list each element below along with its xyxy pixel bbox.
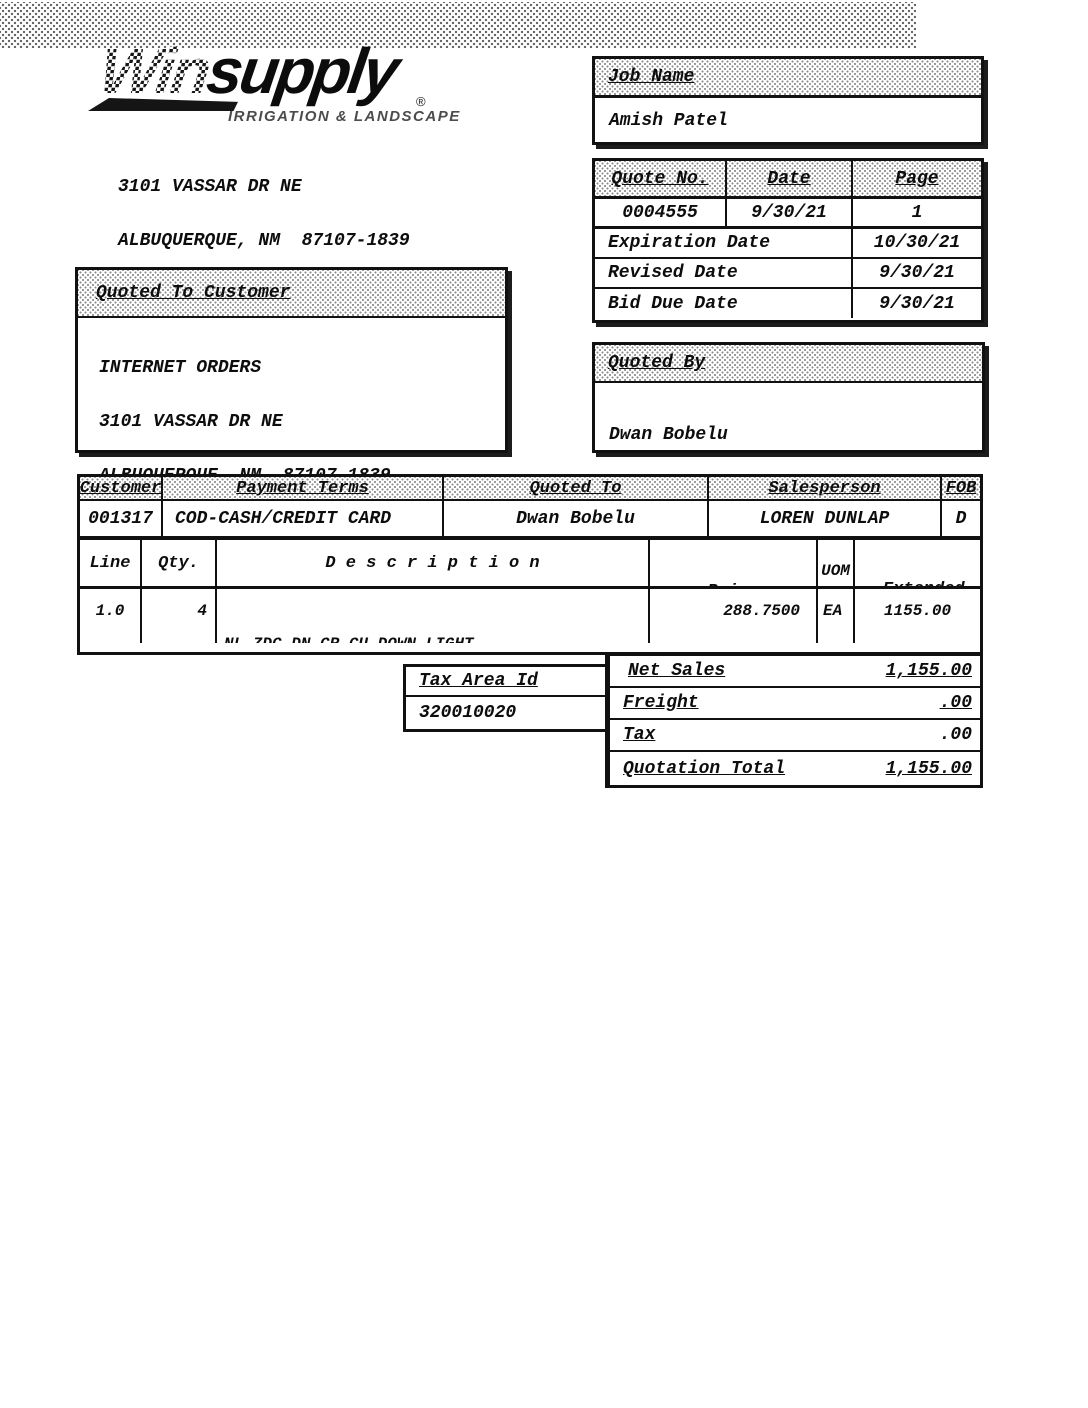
bid-due-date-value: 9/30/21 bbox=[879, 293, 955, 314]
page-value: 1 bbox=[911, 202, 923, 223]
date-header: Date bbox=[767, 168, 811, 189]
tax-value: .00 bbox=[939, 725, 972, 745]
unit-price-col-header: Unit Price bbox=[650, 540, 816, 586]
revised-date-label: Revised Date bbox=[608, 263, 738, 283]
logo-swoosh bbox=[88, 98, 238, 111]
customer-header: Customer bbox=[80, 478, 162, 498]
winsupply-logo: Winsupply ® IRRIGATION & LANDSCAPE bbox=[88, 35, 459, 142]
quotation-total-label: Quotation Total bbox=[623, 758, 786, 779]
quote-no-value: 0004555 bbox=[622, 202, 698, 223]
top-halftone-band bbox=[0, 2, 916, 48]
page-header: Page bbox=[895, 168, 939, 189]
order-table: Customer Payment Terms Quoted To Salespe… bbox=[77, 474, 983, 655]
logo-tagline: IRRIGATION & LANDSCAPE bbox=[228, 108, 461, 125]
fob-header: FOB bbox=[945, 478, 977, 498]
totals-box: Net Sales 1,155.00 Freight .00 Tax .00 Q… bbox=[605, 653, 983, 788]
table-row: 1.0 4 NL-ZDC-DN-CR-CU DOWN LIGHT *003490… bbox=[80, 589, 980, 643]
quoted-to-value: Dwan Bobelu bbox=[516, 508, 635, 529]
job-name-value: Amish Patel bbox=[609, 111, 728, 131]
extended-price-cell: 1155.00 bbox=[883, 602, 952, 620]
uom-cell: EA bbox=[823, 602, 843, 620]
quoted-by-box: Quoted By Dwan Bobelu dkbobelu@winsupply… bbox=[592, 342, 985, 552]
quoted-to-header: Quoted To bbox=[529, 478, 622, 498]
customer-address-line1: 3101 VASSAR DR NE bbox=[99, 412, 283, 432]
job-name-box: Job Name Amish Patel bbox=[592, 56, 984, 145]
extended-price-col-header: Extended Price bbox=[855, 540, 980, 586]
payment-terms-header: Payment Terms bbox=[236, 478, 369, 498]
fob-value: D bbox=[955, 508, 967, 529]
expiration-date-value: 10/30/21 bbox=[873, 233, 961, 253]
uom-col-header: UOM bbox=[821, 562, 850, 580]
tax-area-id-value: 320010020 bbox=[419, 703, 517, 723]
line-col-header: Line bbox=[89, 553, 131, 573]
quote-no-header: Quote No. bbox=[611, 168, 709, 189]
revised-date-value: 9/30/21 bbox=[879, 263, 955, 283]
line-number-cell: 1.0 bbox=[95, 602, 125, 620]
qty-col-header: Qty. bbox=[158, 553, 199, 573]
net-sales-label: Net Sales bbox=[628, 661, 726, 681]
logo-win-text: Win bbox=[94, 35, 213, 107]
branch-address-line2: ALBUQUERQUE, NM 87107-1839 bbox=[118, 231, 410, 251]
unit-price-cell: 288.7500 bbox=[723, 602, 800, 620]
quote-info-table: Quote No. Date Page 0004555 9/30/21 1 Ex… bbox=[592, 158, 984, 323]
branch-address-line1: 3101 VASSAR DR NE bbox=[118, 177, 302, 197]
description-cell: NL-ZDC-DN-CR-CU DOWN LIGHT *00349017605 bbox=[224, 602, 648, 644]
payment-terms-value: COD-CASH/CREDIT CARD bbox=[175, 508, 392, 529]
tax-label: Tax bbox=[623, 725, 656, 745]
quotation-total-value: 1,155.00 bbox=[885, 758, 972, 779]
customer-number-value: 001317 bbox=[88, 508, 153, 529]
quoted-to-customer-box: Quoted To Customer INTERNET ORDERS 3101 … bbox=[75, 267, 508, 655]
registered-mark-icon: ® bbox=[416, 94, 426, 109]
net-sales-value: 1,155.00 bbox=[885, 661, 972, 681]
quoted-by-header: Quoted By bbox=[608, 353, 706, 373]
description-col-header: D e s c r i p t i o n bbox=[325, 553, 540, 573]
quoted-by-name: Dwan Bobelu bbox=[609, 425, 728, 445]
qty-cell: 4 bbox=[197, 602, 207, 620]
expiration-date-label: Expiration Date bbox=[608, 233, 771, 253]
job-name-header: Job Name bbox=[608, 67, 695, 87]
bid-due-date-label: Bid Due Date bbox=[608, 293, 738, 314]
logo-supply-text: supply bbox=[202, 35, 402, 107]
quoted-to-customer-header: Quoted To Customer bbox=[96, 283, 291, 303]
freight-value: .00 bbox=[939, 693, 972, 713]
salesperson-header: Salesperson bbox=[768, 478, 881, 498]
tax-area-box: Tax Area Id 320010020 bbox=[403, 664, 608, 732]
tax-area-id-header: Tax Area Id bbox=[419, 671, 538, 691]
date-value: 9/30/21 bbox=[751, 202, 827, 223]
salesperson-value: LOREN DUNLAP bbox=[759, 508, 890, 529]
logo-wordmark: Winsupply bbox=[95, 34, 401, 108]
customer-name: INTERNET ORDERS bbox=[99, 358, 262, 378]
freight-label: Freight bbox=[623, 693, 699, 713]
